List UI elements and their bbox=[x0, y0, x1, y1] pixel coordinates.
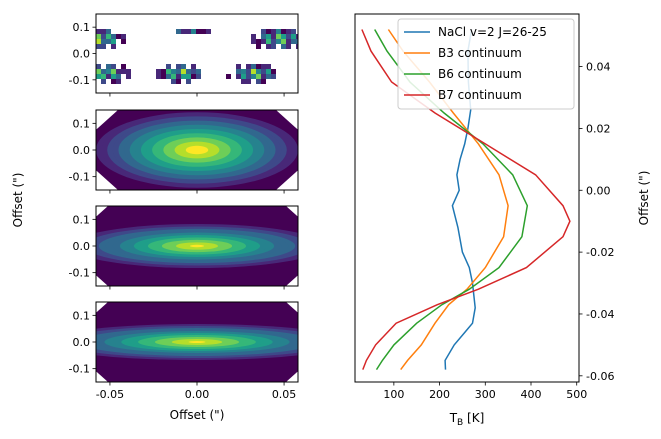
legend: NaCl v=2 J=26-25 B3 continuum B6 continuum… bbox=[397, 18, 575, 110]
line-plot: 100 200 300 400 500 TB [K] 0.04 0.02 0.00 -0.02 -0… bbox=[354, 13, 651, 428]
heatmap-panel-4: 0.1 0.0 -0.1 -0.05 0.00 0.05 Offset (") bbox=[69, 301, 299, 422]
legend-entry: B7 continuum bbox=[438, 88, 522, 102]
heatmap-x-tick-label: -0.05 bbox=[96, 388, 124, 401]
heatmap-image bbox=[96, 302, 298, 382]
panel-frame bbox=[95, 13, 299, 94]
heatmap-x-axis-label: Offset (") bbox=[170, 408, 225, 422]
heatmap-x-tick-label: 0.00 bbox=[185, 388, 210, 401]
heatmap-y-tick-label: 0.0 bbox=[73, 144, 91, 157]
heatmap-y-tick-label: -0.1 bbox=[69, 267, 90, 280]
line-x-tick-label: 200 bbox=[429, 388, 450, 401]
heatmap-x-tick-label: 0.05 bbox=[272, 388, 297, 401]
heatmap-y-tick-label: -0.1 bbox=[69, 363, 90, 376]
heatmap-panels: 0.1 0.0 -0.1 0.1 0.0 -0.1 0.1 0.0 -0.1 0.1 0.0 -0.1… bbox=[69, 13, 299, 422]
line-x-axis-label: TB [K] bbox=[449, 411, 485, 428]
line-y-tick-label: -0.02 bbox=[586, 246, 614, 259]
legend-entry: NaCl v=2 J=26-25 bbox=[438, 25, 547, 39]
line-x-tick-label: 100 bbox=[383, 388, 404, 401]
heatmap-y-tick-label: 0.1 bbox=[73, 21, 91, 34]
line-x-tick-label: 300 bbox=[475, 388, 496, 401]
heatmap-y-tick-label: 0.0 bbox=[73, 48, 91, 61]
legend-entry: B3 continuum bbox=[438, 46, 522, 60]
heatmap-y-tick-label: 0.0 bbox=[73, 240, 91, 253]
line-y-tick-label: 0.04 bbox=[586, 61, 611, 74]
legend-entry: B6 continuum bbox=[438, 67, 522, 81]
line-x-tick-label: 500 bbox=[566, 388, 587, 401]
heatmap-image bbox=[96, 206, 298, 286]
line-plot-frame bbox=[354, 13, 580, 383]
line-y-tick-label: 0.00 bbox=[586, 184, 611, 197]
heatmap-y-tick-label: -0.1 bbox=[69, 171, 90, 184]
heatmap-y-tick-label: 0.1 bbox=[73, 213, 91, 226]
series-line-1 bbox=[444, 29, 476, 370]
heatmap-y-tick-label: 0.1 bbox=[73, 117, 91, 130]
heatmap-image bbox=[96, 110, 298, 190]
left-y-axis-label: Offset (") bbox=[11, 173, 25, 228]
line-y-tick-label: 0.02 bbox=[586, 122, 611, 135]
line-y-tick-label: -0.06 bbox=[586, 370, 614, 383]
line-x-tick-label: 400 bbox=[521, 388, 542, 401]
heatmap-y-tick-label: 0.0 bbox=[73, 336, 91, 349]
line-y-axis-label: Offset (") bbox=[637, 171, 651, 226]
heatmap-y-tick-label: -0.1 bbox=[69, 74, 90, 87]
heatmap-y-tick-label: 0.1 bbox=[73, 309, 91, 322]
heatmap-panel-2: 0.1 0.0 -0.1 bbox=[69, 109, 299, 194]
heatmap-panel-1: 0.1 0.0 -0.1 bbox=[69, 13, 299, 97]
line-y-tick-label: -0.04 bbox=[586, 308, 614, 321]
heatmap-image bbox=[96, 29, 298, 84]
heatmap-panel-3: 0.1 0.0 -0.1 bbox=[69, 205, 299, 290]
